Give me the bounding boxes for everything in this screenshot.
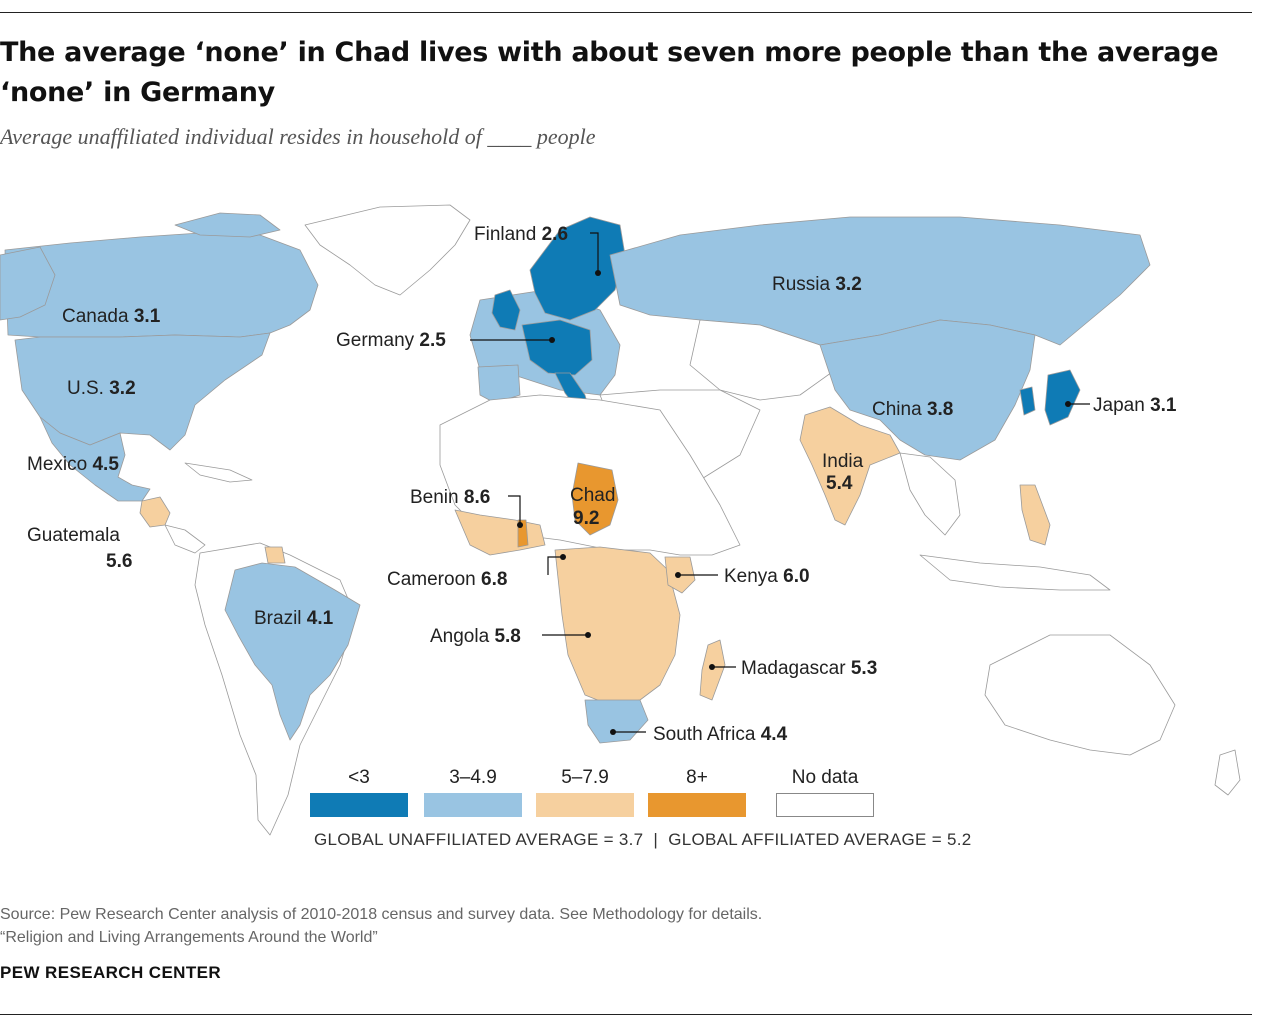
dot-angola — [585, 632, 591, 638]
chart-subtitle: Average unaffiliated individual resides … — [0, 124, 596, 149]
dot-kenya — [675, 572, 681, 578]
label-finland: Finland 2.6 — [474, 224, 568, 245]
dot-madagascar — [709, 664, 715, 670]
region-caribbean — [184, 462, 253, 483]
region-guatemala — [139, 496, 171, 528]
dot-benin — [517, 522, 523, 528]
bottom-rule — [0, 1014, 1252, 1015]
legend-swatch — [536, 793, 634, 817]
label-chad-value: 9.2 — [573, 508, 599, 529]
legend-item-lt3: <3 — [310, 765, 408, 817]
region-scandinavia — [529, 216, 626, 321]
label-angola: Angola 5.8 — [430, 626, 521, 647]
region-central-africa — [554, 546, 681, 706]
label-madagascar: Madagascar 5.3 — [741, 658, 877, 679]
legend-swatch — [776, 793, 874, 817]
dot-germany — [549, 337, 555, 343]
region-canada-islands — [174, 212, 281, 238]
label-cameroon: Cameroon 6.8 — [387, 569, 507, 590]
region-new-zealand — [1214, 749, 1241, 796]
legend-label: <3 — [348, 767, 370, 788]
label-kenya: Kenya 6.0 — [724, 566, 810, 587]
label-benin: Benin 8.6 — [410, 487, 490, 508]
label-south-africa: South Africa 4.4 — [653, 724, 788, 745]
region-korea — [1019, 386, 1036, 416]
label-china: China 3.8 — [872, 399, 953, 420]
label-us: U.S. 3.2 — [67, 378, 136, 399]
dot-cameroon — [560, 554, 566, 560]
region-mexico — [39, 416, 151, 502]
region-india — [799, 406, 901, 526]
global-averages: GLOBAL UNAFFILIATED AVERAGE = 3.7 | GLOB… — [314, 830, 972, 850]
label-guatemala-name: Guatemala — [27, 525, 120, 546]
leader-finland — [590, 232, 599, 273]
unaffiliated-average: GLOBAL UNAFFILIATED AVERAGE = 3.7 — [314, 830, 644, 849]
averages-separator: | — [643, 830, 669, 849]
region-madagascar — [699, 639, 726, 701]
region-philippines — [1019, 484, 1051, 546]
affiliated-average: GLOBAL AFFILIATED AVERAGE = 5.2 — [668, 830, 972, 849]
region-russia — [609, 216, 1151, 346]
dot-finland — [595, 270, 601, 276]
legend-item-5to7.9: 5–7.9 — [536, 765, 634, 817]
label-india-name: India — [822, 451, 864, 472]
label-russia: Russia 3.2 — [772, 274, 862, 295]
region-suriname — [264, 546, 286, 564]
label-mexico: Mexico 4.5 — [27, 454, 119, 475]
label-germany: Germany 2.5 — [336, 330, 446, 351]
region-greenland — [304, 204, 471, 296]
legend-swatch — [648, 793, 746, 817]
label-chad-name: Chad — [570, 485, 615, 506]
legend-swatch — [424, 793, 522, 817]
region-central-asia — [689, 319, 836, 401]
region-south-africa — [584, 699, 649, 744]
legend-label: 8+ — [686, 767, 708, 788]
region-se-asia — [899, 452, 961, 536]
label-brazil: Brazil 4.1 — [254, 608, 334, 629]
leader-cameroon — [547, 556, 563, 575]
label-guatemala-value: 5.6 — [106, 551, 132, 572]
legend-label: 5–7.9 — [561, 767, 609, 788]
legend-label: No data — [791, 767, 859, 788]
legend-item-8plus: 8+ — [648, 765, 746, 817]
legend-item-3to4.9: 3–4.9 — [424, 765, 522, 817]
chart-title: The average ‘none’ in Chad lives with ab… — [0, 37, 1219, 108]
region-brazil — [224, 562, 361, 741]
legend-swatch — [310, 793, 408, 817]
top-rule — [0, 12, 1252, 13]
leader-benin — [508, 495, 521, 525]
source-note: Source: Pew Research Center analysis of … — [0, 903, 762, 949]
world-map: Finland 2.6 Russia 3.2 Canada 3.1 German… — [0, 204, 1241, 836]
region-china — [819, 319, 1036, 461]
dot-japan — [1065, 401, 1071, 407]
legend-label: 3–4.9 — [449, 767, 497, 788]
label-india-value: 5.4 — [826, 473, 853, 494]
region-alaska — [0, 246, 56, 321]
dot-south-africa — [610, 729, 616, 735]
brand-name: PEW RESEARCH CENTER — [0, 963, 222, 982]
label-canada: Canada 3.1 — [62, 306, 161, 327]
legend-item-nodata: No data — [776, 765, 874, 817]
report-title: “Religion and Living Arrangements Around… — [0, 929, 378, 946]
label-japan: Japan 3.1 — [1093, 395, 1177, 416]
region-chad — [571, 462, 619, 536]
region-australia — [984, 634, 1176, 756]
region-germany — [521, 319, 593, 376]
region-japan — [1044, 369, 1081, 426]
region-uk — [491, 289, 521, 331]
source-line: Source: Pew Research Center analysis of … — [0, 906, 763, 923]
region-indonesia — [919, 554, 1111, 591]
region-central-america — [164, 524, 206, 554]
